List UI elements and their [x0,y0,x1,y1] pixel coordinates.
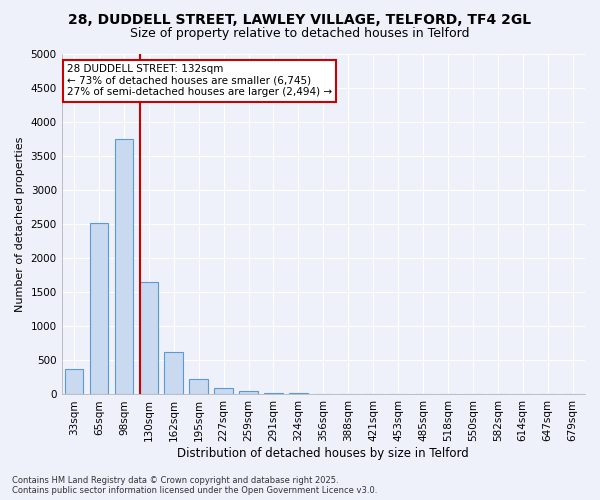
Bar [190,379,208,394]
Bar [90,222,109,394]
Y-axis label: Number of detached properties: Number of detached properties [15,136,25,312]
Bar [65,369,83,394]
Text: 28, DUDDELL STREET, LAWLEY VILLAGE, TELFORD, TF4 2GL: 28, DUDDELL STREET, LAWLEY VILLAGE, TELF… [68,12,532,26]
Bar [239,391,258,394]
Bar [140,282,158,395]
Bar [164,352,183,395]
Text: 28 DUDDELL STREET: 132sqm
← 73% of detached houses are smaller (6,745)
27% of se: 28 DUDDELL STREET: 132sqm ← 73% of detac… [67,64,332,98]
Bar [214,388,233,394]
Bar [115,139,133,394]
X-axis label: Distribution of detached houses by size in Telford: Distribution of detached houses by size … [178,447,469,460]
Text: Size of property relative to detached houses in Telford: Size of property relative to detached ho… [130,28,470,40]
Text: Contains HM Land Registry data © Crown copyright and database right 2025.
Contai: Contains HM Land Registry data © Crown c… [12,476,377,495]
Bar [264,393,283,394]
